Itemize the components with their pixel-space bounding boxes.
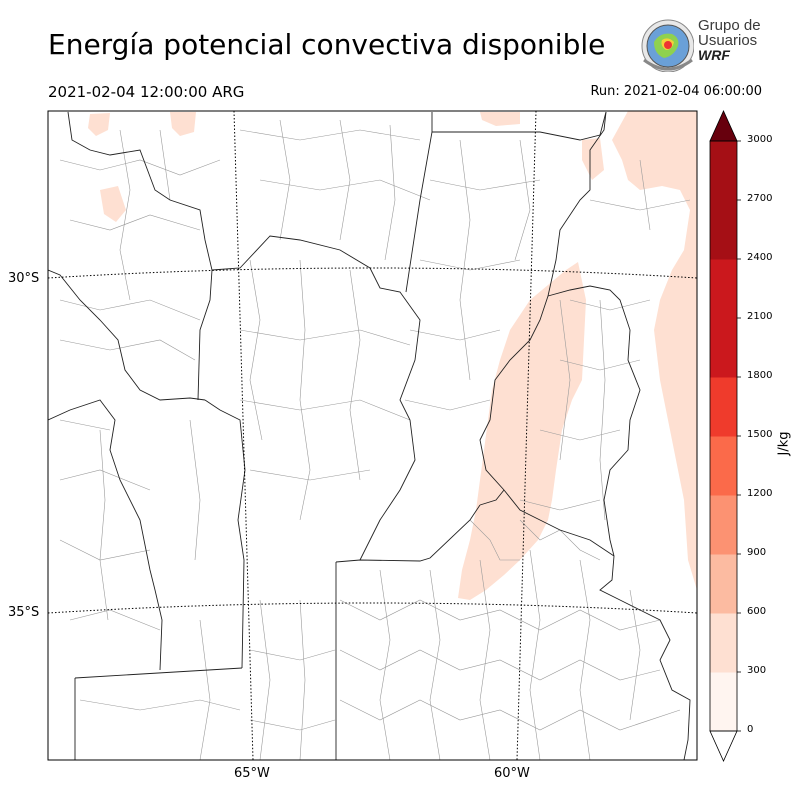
valid-time: 2021-02-04 12:00:00 ARG bbox=[48, 83, 245, 101]
graticule-lat-35s bbox=[48, 602, 697, 614]
lat-label-35s: 35°S bbox=[8, 605, 40, 620]
cape-area-north-5 bbox=[582, 138, 604, 180]
cape-area-north-1 bbox=[88, 113, 110, 136]
lon-label-60w: 60°W bbox=[494, 766, 530, 781]
chart-title: Energía potencial convectiva disponible bbox=[48, 28, 606, 61]
colorbar-tick-label: 3000 bbox=[747, 134, 773, 145]
colorbar-tick-label: 0 bbox=[747, 724, 754, 735]
logo-line-2: Usuarios bbox=[698, 32, 758, 49]
colorbar-tick-label: 2400 bbox=[747, 252, 773, 263]
colorbar-tick-label: 1200 bbox=[747, 488, 773, 499]
logo: Grupo de Usuarios WRF bbox=[638, 16, 768, 76]
colorbar-segment bbox=[710, 377, 737, 437]
colorbar-under-arrow bbox=[709, 730, 738, 762]
colorbar bbox=[709, 110, 741, 762]
graticule-lat-30s bbox=[48, 267, 697, 279]
colorbar-tick-label: 300 bbox=[747, 665, 767, 676]
cape-area-north-2 bbox=[170, 112, 196, 136]
graticule bbox=[48, 111, 697, 760]
colorbar-segment bbox=[710, 259, 737, 319]
colorbar-segment bbox=[710, 318, 737, 378]
lat-label-30s: 30°S bbox=[8, 271, 40, 286]
colorbar-segment bbox=[710, 436, 737, 496]
map-frame bbox=[47, 110, 698, 761]
colorbar-segment bbox=[710, 141, 737, 201]
colorbar-over-arrow bbox=[709, 110, 738, 142]
run-time: Run: 2021-02-04 06:00:00 bbox=[590, 84, 762, 99]
colorbar-unit: J/kg bbox=[776, 431, 792, 456]
logo-line-3: WRF bbox=[698, 47, 730, 63]
colorbar-tick-label: 600 bbox=[747, 606, 767, 617]
department-boundaries bbox=[59, 119, 691, 760]
colorbar-tick-label: 2700 bbox=[747, 193, 773, 204]
colorbar-tick-label: 1800 bbox=[747, 370, 773, 381]
cape-shading bbox=[88, 111, 697, 600]
cape-area-north-3 bbox=[480, 112, 520, 126]
colorbar-segment bbox=[710, 672, 737, 732]
colorbar-tick-label: 1500 bbox=[747, 429, 773, 440]
logo-text: Grupo de Usuarios WRF bbox=[698, 18, 761, 63]
cape-area-litoral-band bbox=[458, 262, 586, 600]
colorbar-segment bbox=[710, 613, 737, 673]
cape-area-north-4 bbox=[100, 186, 126, 222]
colorbar-segment bbox=[710, 495, 737, 555]
colorbar-segment bbox=[710, 554, 737, 614]
colorbar-tick-label: 2100 bbox=[747, 311, 773, 322]
logo-line-1: Grupo de bbox=[698, 17, 761, 34]
colorbar-tick-label: 900 bbox=[747, 547, 767, 558]
lon-label-65w: 65°W bbox=[234, 766, 270, 781]
cape-area-east-coast bbox=[612, 111, 697, 590]
globe-logo-icon bbox=[641, 19, 695, 73]
map-background bbox=[48, 111, 697, 760]
province-boundaries bbox=[48, 111, 691, 760]
colorbar-segment bbox=[710, 200, 737, 260]
